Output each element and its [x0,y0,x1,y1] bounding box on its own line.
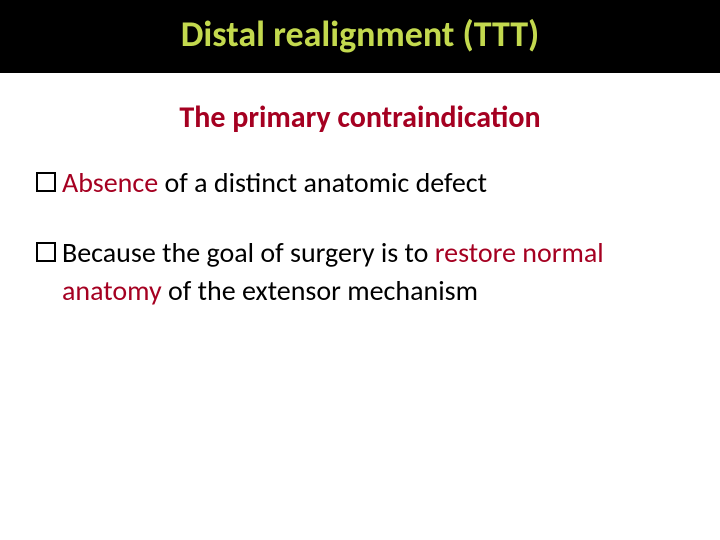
bullet-item: Because the goal of surgery is to restor… [36,234,684,310]
text-run: Because the goal of surgery is to [62,235,435,270]
subtitle-row: The primary contraindication [0,99,720,136]
title-bar: Distal realignment (TTT) [0,0,720,73]
bullet-text: Absence of a distinct anatomic defect [62,164,684,202]
slide-title: Distal realignment (TTT) [0,14,720,55]
slide: Distal realignment (TTT) The primary con… [0,0,720,540]
text-run: of a distinct anatomic defect [158,165,487,200]
slide-body: Absence of a distinct anatomic defect Bec… [0,164,720,309]
slide-subtitle: The primary contraindication [179,99,540,136]
square-bullet-icon [36,172,56,192]
text-run: Absence [62,165,158,200]
bullet-text: Because the goal of surgery is to restor… [62,234,684,310]
square-bullet-icon [36,242,56,262]
bullet-item: Absence of a distinct anatomic defect [36,164,684,202]
text-run: of the extensor mechanism [168,273,478,308]
